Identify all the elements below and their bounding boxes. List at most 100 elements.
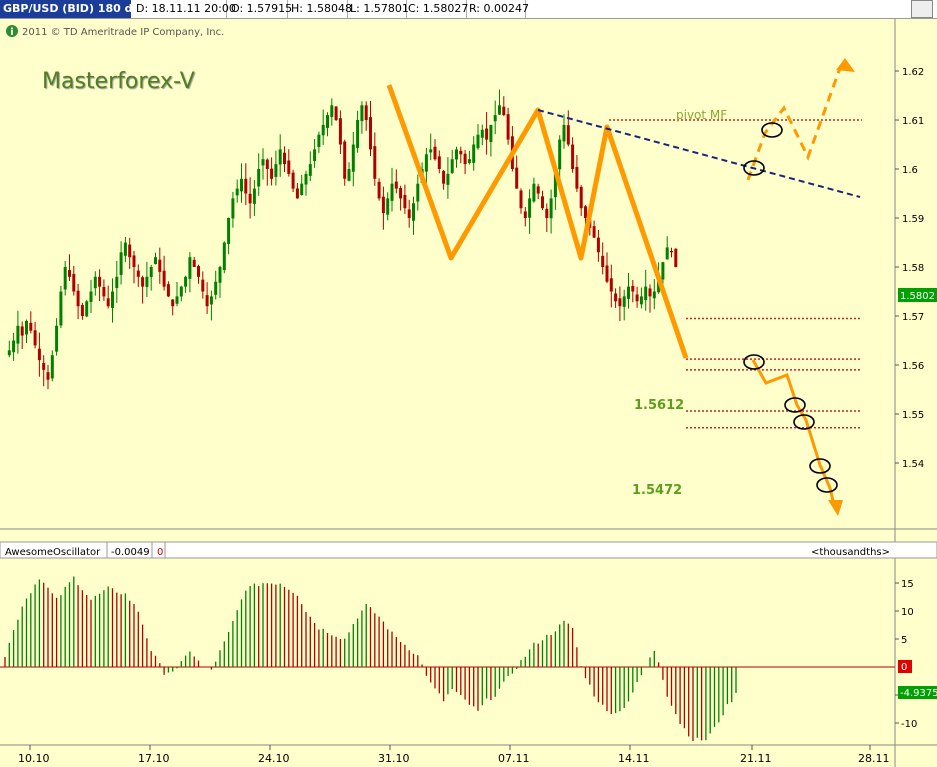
candle-body	[579, 186, 583, 209]
candle-body	[549, 198, 553, 219]
candle-body	[252, 188, 256, 204]
candle-body	[498, 105, 501, 115]
svg-text:i: i	[10, 27, 13, 38]
candle-body	[480, 129, 484, 138]
candle-body	[115, 276, 119, 289]
candle-body	[326, 115, 329, 128]
candle-body	[566, 125, 570, 145]
candle-body	[214, 281, 218, 295]
candle-body	[197, 266, 200, 277]
candle-body	[248, 193, 252, 204]
price-axis-tick: 1.57	[902, 312, 924, 323]
candle-body	[218, 267, 222, 283]
level-label-2: 1.5472	[632, 483, 682, 498]
candle-body	[476, 134, 480, 149]
candle-body	[670, 250, 673, 253]
candle-body	[394, 181, 398, 189]
osc-axis-tick: -10	[901, 719, 917, 730]
candle-body	[631, 285, 635, 292]
candle-body	[523, 211, 527, 218]
symbol-label[interactable]: GBP/USD (BID) 180 d 4h	[0, 0, 152, 18]
candle-body	[369, 117, 372, 150]
candle-body	[111, 291, 114, 308]
candle-body	[179, 286, 183, 297]
candle-body	[360, 105, 364, 122]
candle-body	[98, 276, 102, 287]
candle-body	[205, 295, 209, 307]
candle-body	[231, 198, 235, 219]
candle-body	[136, 270, 140, 277]
candle-body	[502, 106, 506, 116]
candle-body	[575, 166, 579, 189]
candle-body	[403, 195, 407, 209]
candle-body	[201, 279, 205, 292]
circle-marker	[809, 458, 831, 474]
candle-body	[321, 124, 325, 136]
pivot-label: pivot MF	[676, 108, 727, 122]
candle-body	[536, 186, 540, 194]
candle-body	[648, 288, 652, 297]
candle-body	[291, 172, 295, 189]
current-price-tag	[898, 288, 937, 302]
candle-body	[37, 348, 41, 361]
candle-body	[635, 294, 639, 302]
candle-body	[424, 154, 428, 172]
projection-down-line	[751, 359, 836, 506]
candle-body	[605, 265, 609, 282]
candle-body	[437, 156, 441, 169]
candle-body	[571, 144, 575, 169]
price-axis-tick: 1.54	[902, 459, 924, 470]
candle-body	[257, 169, 261, 187]
candle-body	[399, 187, 403, 199]
price-axis-tick: 1.59	[902, 214, 924, 225]
candle-body	[59, 291, 63, 326]
candle-body	[377, 181, 381, 199]
candle-body	[102, 286, 106, 297]
time-axis-tick: 17.10	[138, 752, 170, 765]
candle-body	[596, 237, 600, 253]
osc-axis-tick: 5	[901, 635, 907, 646]
candle-body	[429, 149, 433, 153]
candle-body	[68, 270, 71, 277]
time-axis-tick: 10.10	[18, 752, 50, 765]
candle-body	[145, 276, 149, 287]
candle-body	[295, 188, 299, 199]
candle-body	[171, 299, 175, 307]
candle-body	[278, 149, 282, 165]
chart-options-icon[interactable]	[911, 0, 933, 18]
candle-body	[644, 286, 648, 301]
range-readout: R: 0.00247	[466, 0, 529, 18]
candle-body	[347, 169, 351, 181]
candle-body	[390, 183, 394, 201]
candle-body	[459, 150, 463, 155]
candle-body	[29, 322, 33, 331]
candle-body	[343, 141, 347, 179]
copyright-text: 2011 © TD Ameritrade IP Company, Inc.	[22, 27, 224, 38]
candle-body	[63, 267, 67, 290]
candle-body	[55, 325, 59, 352]
candle-body	[50, 355, 54, 379]
candle-body	[381, 196, 385, 214]
candle-body	[493, 115, 497, 122]
candle-body	[287, 160, 291, 174]
candle-body	[76, 290, 80, 307]
osc-current-tag: -4.9375	[900, 688, 937, 699]
candle-body	[416, 183, 420, 202]
candle-body	[308, 164, 312, 176]
candle-body	[592, 226, 596, 238]
candle-body	[450, 159, 454, 174]
candle-body	[162, 270, 166, 287]
candle-body	[283, 152, 286, 165]
candle-body	[622, 296, 626, 307]
chart-header: GBP/USD (BID) 180 d 4h D: 18.11.11 20:00…	[0, 0, 937, 19]
candle-body	[132, 255, 136, 267]
trend-line	[537, 109, 861, 198]
candle-body	[7, 350, 11, 356]
candle-body	[562, 124, 566, 142]
candle-body	[553, 169, 557, 198]
info-icon[interactable]	[6, 25, 18, 37]
close-readout: C: 1.58027	[405, 0, 468, 18]
price-axis-tick: 1.62	[902, 67, 924, 78]
candle-body	[433, 146, 437, 160]
